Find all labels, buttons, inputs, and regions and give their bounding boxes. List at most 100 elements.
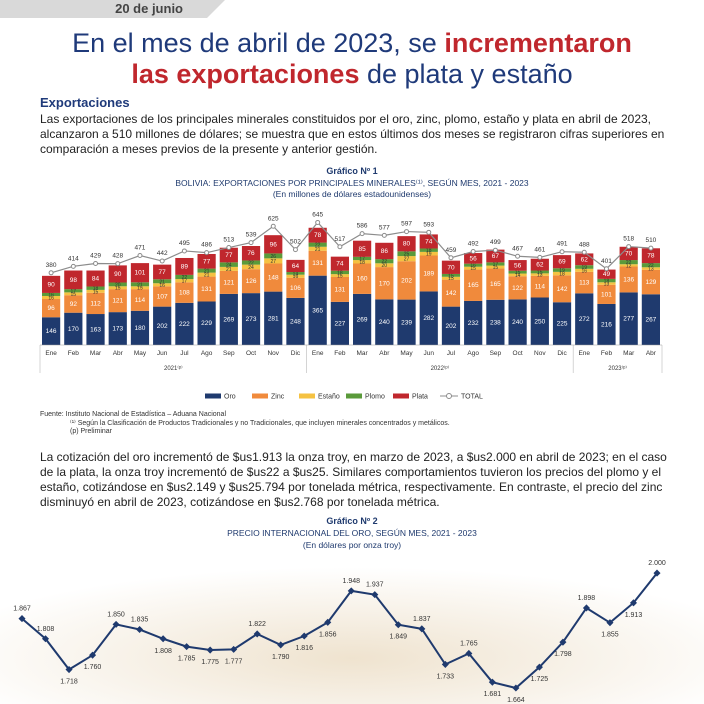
- total-label: 488: [579, 241, 590, 248]
- total-label: 517: [334, 236, 345, 243]
- data-label: 15: [448, 273, 454, 279]
- date-tab: 20 de junio: [0, 0, 225, 18]
- total-line: [50, 221, 651, 274]
- data-label: 77: [225, 252, 233, 259]
- data-label: 67: [492, 253, 500, 260]
- note: Fuente: Instituto Nacional de Estadístic…: [40, 411, 227, 418]
- point: [300, 632, 308, 640]
- bar-segment: [441, 279, 461, 307]
- title-part: En el mes de abril de 2023, se: [72, 28, 445, 58]
- data-label: 1.816: [295, 645, 313, 652]
- bar-segment: [308, 227, 327, 243]
- data-label: 74: [336, 261, 344, 268]
- data-label: 202: [446, 323, 457, 330]
- data-label: 1.790: [272, 654, 290, 661]
- total-point: [581, 249, 587, 255]
- data-label: 240: [512, 319, 523, 326]
- total-point: [93, 260, 99, 266]
- point: [136, 625, 144, 634]
- bar-segment: [64, 292, 83, 296]
- total-point: [648, 245, 654, 251]
- data-label: 21: [226, 267, 232, 273]
- data-label: 15: [115, 286, 121, 292]
- bar-segment: [397, 236, 416, 252]
- total-label: 513: [223, 237, 234, 244]
- data-label: 22: [248, 261, 254, 267]
- point: [230, 645, 238, 653]
- bar-segment: [464, 269, 483, 301]
- bar-segment: [153, 286, 172, 307]
- bar-segment: [197, 272, 216, 277]
- total-label: 586: [357, 223, 368, 230]
- bar-segment: [264, 291, 283, 345]
- line: [21, 572, 658, 690]
- data-label: 129: [645, 279, 656, 286]
- bar-segment: [219, 247, 238, 263]
- bar-segment: [441, 273, 461, 277]
- bar-segment: [641, 269, 660, 295]
- x-tick-label: Abr: [646, 350, 657, 357]
- data-label: 189: [423, 270, 434, 277]
- bar-segment: [175, 274, 194, 280]
- bar-segment: [597, 282, 616, 285]
- total-label: 467: [512, 245, 523, 252]
- paragraph: Las exportaciones de los principales min…: [40, 112, 665, 156]
- data-label: 22: [315, 243, 321, 249]
- bar-segment: [353, 240, 372, 257]
- bar-segment: [153, 306, 172, 345]
- data-label: 114: [535, 284, 546, 291]
- point: [112, 620, 120, 628]
- bar-segment: [130, 289, 150, 311]
- x-tick-label: Mar: [357, 350, 369, 357]
- data-label: 15: [493, 265, 499, 271]
- data-label: 84: [92, 276, 100, 283]
- total-label: 492: [468, 241, 479, 248]
- bar-segment: [42, 317, 61, 345]
- point: [324, 618, 332, 626]
- point: [512, 684, 520, 692]
- bar-segment: [286, 277, 305, 298]
- total-label: 645: [312, 211, 323, 218]
- data-label: 78: [314, 232, 322, 239]
- bar-segment: [375, 263, 394, 268]
- bar-segment: [464, 266, 483, 270]
- bar-segment: [42, 275, 61, 293]
- data-label: 18: [559, 272, 565, 278]
- bar-segment: [419, 291, 438, 345]
- data-label: 90: [47, 281, 55, 288]
- x-tick-label: Jun: [157, 350, 168, 357]
- point: [159, 635, 167, 643]
- background: [0, 552, 704, 704]
- data-label: 15: [137, 286, 143, 292]
- bar-segment: [375, 242, 394, 260]
- bar-segment: [241, 293, 261, 345]
- data-label: 13: [604, 282, 610, 288]
- bar-segment: [86, 289, 105, 293]
- bar-segment: [641, 248, 660, 264]
- data-label: 15: [537, 270, 543, 276]
- total-point: [181, 248, 187, 254]
- data-label: 16: [159, 283, 165, 289]
- data-label: 281: [268, 315, 279, 322]
- bar-segment: [419, 248, 438, 252]
- data-label: 1.850: [107, 611, 125, 618]
- data-label: 1.856: [319, 631, 337, 638]
- data-label: 21: [204, 273, 210, 279]
- data-label: 70: [447, 264, 455, 271]
- total-label: 486: [201, 242, 212, 249]
- data-label: 131: [334, 286, 345, 293]
- bar-segment: [441, 276, 461, 280]
- point: [582, 604, 590, 612]
- bar-segment: [552, 302, 572, 345]
- data-label: 20: [382, 263, 388, 269]
- data-label: 232: [468, 320, 479, 327]
- data-label: 250: [534, 318, 545, 325]
- data-label: 16: [293, 274, 299, 280]
- total-point: [448, 255, 454, 261]
- chart-subtitle: (En millones de dólares estadounidenses): [273, 189, 431, 199]
- data-label: 17: [71, 289, 77, 295]
- bar-segment: [219, 266, 238, 271]
- bar-segment: [619, 264, 638, 267]
- x-tick-label: Jun: [424, 350, 435, 357]
- bar-segment: [508, 299, 527, 345]
